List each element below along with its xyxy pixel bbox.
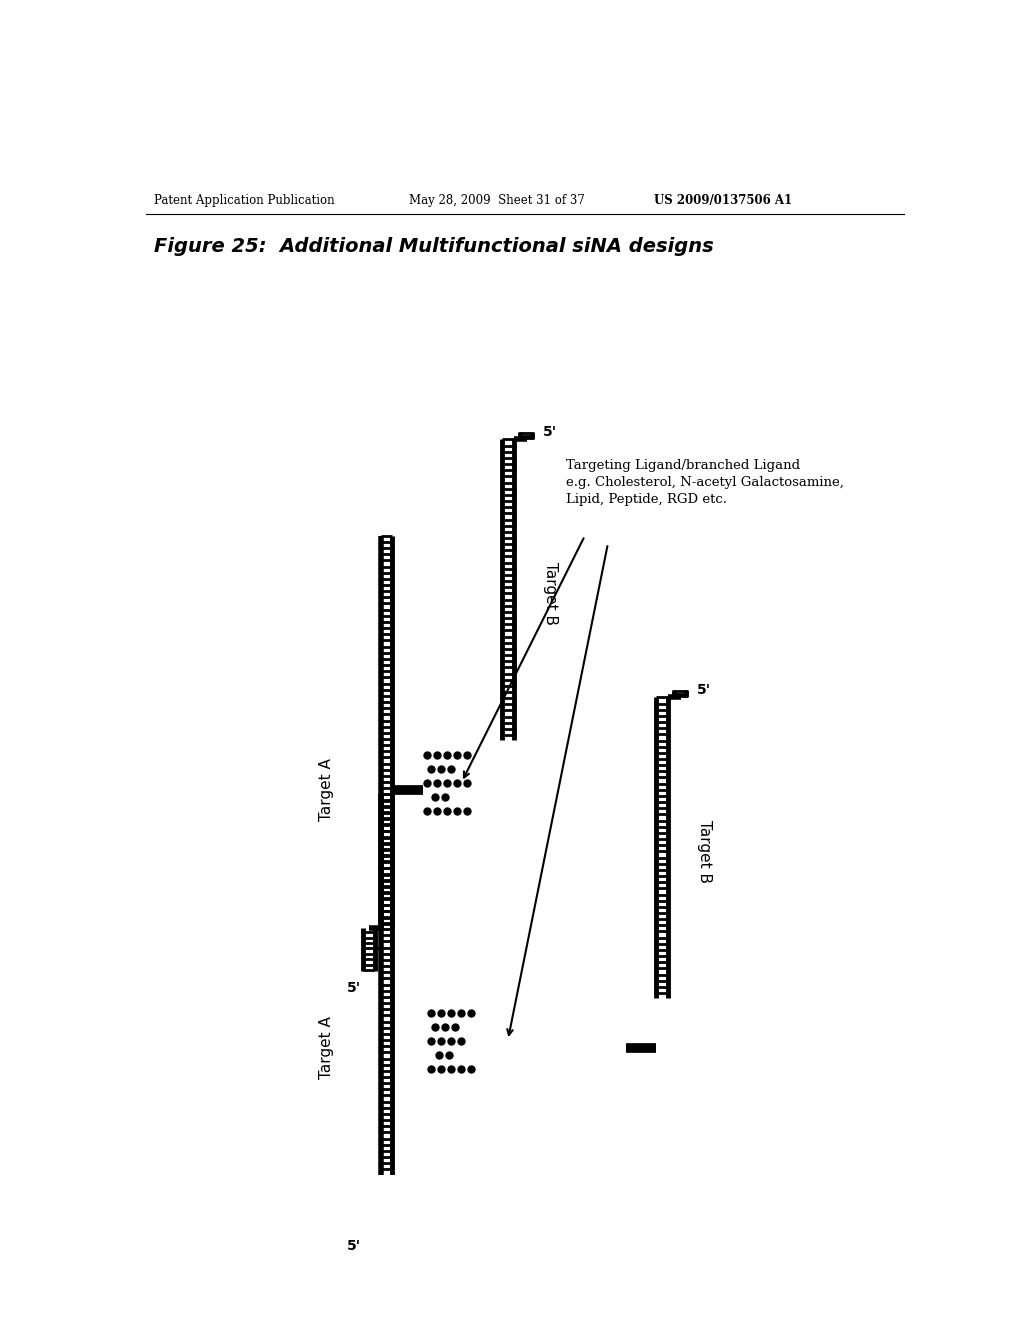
Text: May 28, 2009  Sheet 31 of 37: May 28, 2009 Sheet 31 of 37 [410,194,585,207]
Text: e.g. Cholesterol, N-acetyl Galactosamine,: e.g. Cholesterol, N-acetyl Galactosamine… [565,475,844,488]
Text: 5': 5' [347,1238,360,1253]
Text: Target A: Target A [319,759,335,821]
Text: Lipid, Peptide, RGD etc.: Lipid, Peptide, RGD etc. [565,492,727,506]
Text: 5': 5' [347,981,360,995]
Text: Figure 25:  Additional Multifunctional siNA designs: Figure 25: Additional Multifunctional si… [154,238,714,256]
Text: 5': 5' [696,682,711,697]
Text: Patent Application Publication: Patent Application Publication [154,194,334,207]
Text: Target B: Target B [696,820,712,883]
Text: US 2009/0137506 A1: US 2009/0137506 A1 [654,194,793,207]
Text: Target A: Target A [319,1016,335,1080]
Text: Target B: Target B [543,562,558,624]
Text: 5': 5' [543,425,557,438]
Text: Targeting Ligand/branched Ligand: Targeting Ligand/branched Ligand [565,459,800,471]
